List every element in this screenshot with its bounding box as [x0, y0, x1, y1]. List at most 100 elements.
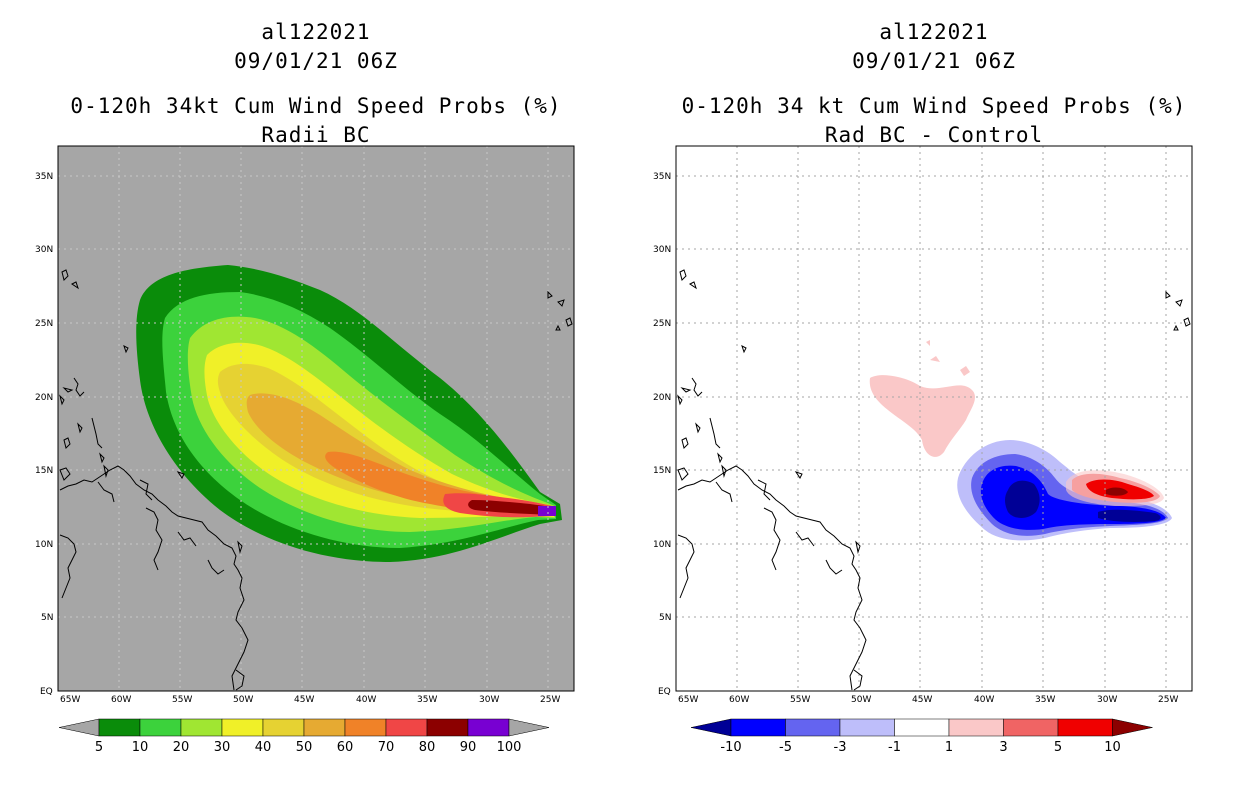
lat-tick: 15N — [35, 466, 53, 476]
left-title-block: al122021 09/01/21 06Z 0-120h 34kt Cum Wi… — [58, 18, 574, 150]
lat-tick: 30N — [653, 245, 671, 255]
lat-tick: 10N — [653, 540, 671, 550]
lat-tick: 25N — [35, 319, 53, 329]
left-colorbar-over-arrow — [508, 718, 550, 737]
left-colorbar-label: 90 — [460, 740, 477, 755]
lon-tick: 60W — [729, 695, 749, 705]
right-colorbar-over-arrow — [1112, 718, 1153, 737]
left-colorbar-segment — [98, 718, 141, 737]
right-colorbar-label: 1 — [945, 740, 953, 755]
left-colorbar-segment — [467, 718, 510, 737]
prob-band-80 — [468, 500, 552, 515]
right-colorbar-label: 3 — [999, 740, 1007, 755]
right-product-title: 0-120h 34 kt Cum Wind Speed Probs (%) — [681, 94, 1187, 118]
left-colorbar-label: 70 — [378, 740, 395, 755]
left-colorbar-label: 10 — [132, 740, 149, 755]
right-colorbar-label: -10 — [720, 740, 741, 755]
right-colorbar-under-arrow — [690, 718, 732, 737]
left-colorbar-segment — [139, 718, 182, 737]
lat-tick: 20N — [653, 393, 671, 403]
right-colorbar-segment — [730, 718, 786, 737]
left-subtitle: Radii BC — [261, 123, 371, 147]
right-colorbar-label: -3 — [834, 740, 847, 755]
lon-tick: 25W — [540, 695, 560, 705]
lon-tick: 35W — [1035, 695, 1055, 705]
left-colorbar-label: 20 — [173, 740, 190, 755]
lon-tick: 45W — [294, 695, 314, 705]
right-map-panel — [675, 145, 1193, 692]
right-colorbar-segment — [1057, 718, 1113, 737]
right-title-block: al122021 09/01/21 06Z 0-120h 34 kt Cum W… — [676, 18, 1192, 150]
lon-tick: 30W — [479, 695, 499, 705]
left-colorbar-label: 100 — [497, 740, 522, 755]
right-colorbar-label: 10 — [1104, 740, 1121, 755]
left-colorbar-under-arrow — [58, 718, 100, 737]
lat-tick: 30N — [35, 245, 53, 255]
lon-tick: 65W — [678, 695, 698, 705]
lon-tick: 50W — [851, 695, 871, 705]
left-date: 09/01/21 06Z — [234, 49, 398, 73]
right-colorbar-segment — [1003, 718, 1059, 737]
right-colorbar-segment — [948, 718, 1004, 737]
left-colorbar-segment — [344, 718, 387, 737]
left-colorbar-segment — [180, 718, 223, 737]
lat-tick: EQ — [40, 687, 53, 697]
lat-tick: 15N — [653, 466, 671, 476]
right-colorbar-label: 5 — [1054, 740, 1062, 755]
left-colorbar-label: 5 — [95, 740, 103, 755]
lat-tick: 20N — [35, 393, 53, 403]
left-axis-labels: 65W 60W 55W 50W 45W 40W 35W 30W 25W EQ 5… — [35, 172, 560, 705]
lat-tick: 35N — [35, 172, 53, 182]
left-colorbar-label: 60 — [337, 740, 354, 755]
diff-pos-1-area — [869, 375, 976, 457]
left-colorbar-segment — [303, 718, 346, 737]
lon-tick: 45W — [912, 695, 932, 705]
left-colorbar-segment — [221, 718, 264, 737]
right-colorbar-segment — [839, 718, 895, 737]
left-colorbar-label: 80 — [419, 740, 436, 755]
right-date: 09/01/21 06Z — [852, 49, 1016, 73]
lon-tick: 50W — [233, 695, 253, 705]
right-colorbar-label: -1 — [888, 740, 901, 755]
right-axis-labels: 65W 60W 55W 50W 45W 40W 35W 30W 25W EQ 5… — [653, 172, 1178, 705]
prob-band-90 — [538, 506, 556, 516]
lon-tick: 40W — [974, 695, 994, 705]
left-grid — [58, 146, 574, 691]
prob-band-50 — [246, 393, 553, 516]
lat-tick: 25N — [653, 319, 671, 329]
left-colorbar-label: 30 — [214, 740, 231, 755]
lat-tick: 5N — [41, 613, 53, 623]
left-map-panel — [57, 145, 575, 692]
lon-tick: 40W — [356, 695, 376, 705]
right-colorbar-segment — [894, 718, 950, 737]
lon-tick: 55W — [790, 695, 810, 705]
left-colorbar-segment — [426, 718, 469, 737]
lon-tick: 60W — [111, 695, 131, 705]
lat-tick: 5N — [659, 613, 671, 623]
lat-tick: 35N — [653, 172, 671, 182]
left-colorbar-segment — [262, 718, 305, 737]
right-colorbar-label: -5 — [779, 740, 792, 755]
left-colorbar-segment — [385, 718, 428, 737]
lat-tick: EQ — [658, 687, 671, 697]
lon-tick: 30W — [1097, 695, 1117, 705]
left-colorbar-label: 50 — [296, 740, 313, 755]
lon-tick: 25W — [1158, 695, 1178, 705]
diff-pos-10-area — [1106, 487, 1128, 496]
left-product-title: 0-120h 34kt Cum Wind Speed Probs (%) — [70, 94, 562, 118]
lon-tick: 35W — [417, 695, 437, 705]
lat-tick: 10N — [35, 540, 53, 550]
right-storm-id: al122021 — [879, 20, 989, 44]
right-subtitle: Rad BC - Control — [824, 123, 1044, 147]
lon-tick: 55W — [172, 695, 192, 705]
prob-band-40 — [217, 363, 553, 516]
right-grid — [676, 146, 1192, 691]
left-colorbar-label: 40 — [255, 740, 272, 755]
lon-tick: 65W — [60, 695, 80, 705]
diff-neg-10-area — [1005, 480, 1040, 518]
left-storm-id: al122021 — [261, 20, 371, 44]
right-colorbar-segment — [785, 718, 841, 737]
left-colorbar: 5 10 20 30 40 50 60 70 80 90 100 — [58, 718, 550, 755]
right-colorbar: -10 -5 -3 -1 1 3 5 10 — [690, 718, 1153, 755]
